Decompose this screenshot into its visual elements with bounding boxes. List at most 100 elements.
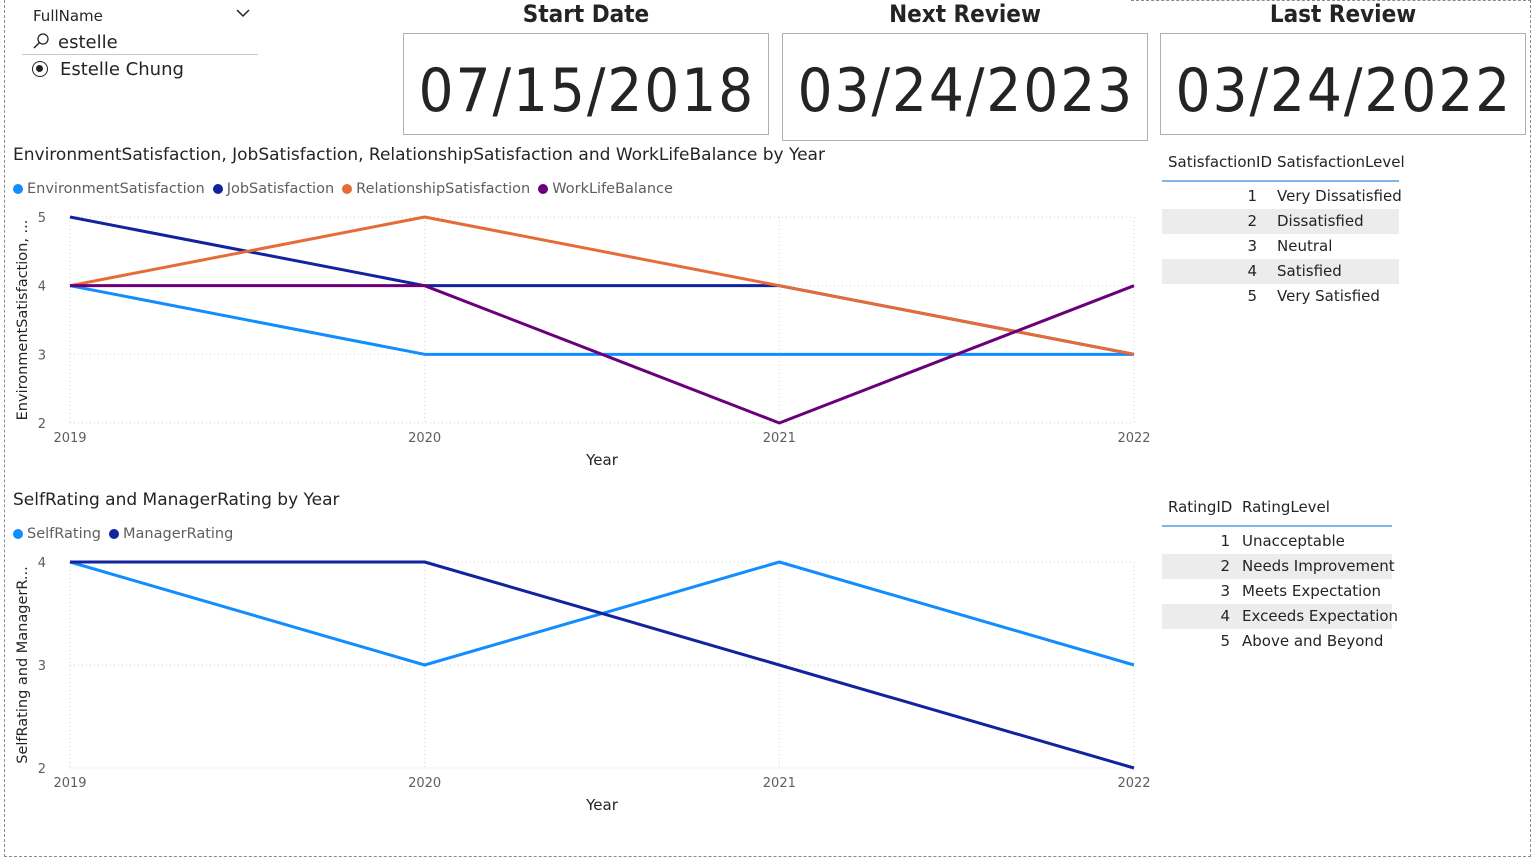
legend-item-environment[interactable]: EnvironmentSatisfaction — [13, 181, 205, 197]
table-row: 4 Exceeds Expectation — [1162, 604, 1398, 629]
x-tick-label: 2020 — [408, 776, 441, 791]
series-line-EnvironmentSatisfaction — [69, 284, 1134, 356]
report-canvas-border-top — [1131, 0, 1531, 1]
cell-id: 3 — [1220, 582, 1230, 600]
satisfaction-chart-title: EnvironmentSatisfaction, JobSatisfaction… — [13, 145, 825, 165]
y-tick-label: 5 — [38, 211, 46, 226]
cell-id: 4 — [1220, 607, 1230, 625]
legend-dot-icon — [212, 184, 223, 194]
series-line-ManagerRating — [70, 560, 1135, 770]
chevron-down-icon[interactable] — [236, 8, 250, 18]
table-row: 4 Satisfied — [1162, 259, 1399, 284]
table-row: 2 Dissatisfied — [1162, 209, 1399, 234]
legend-label: JobSatisfaction — [226, 181, 335, 197]
slicer-option-label: Estelle Chung — [60, 59, 184, 80]
legend-dot-icon — [342, 184, 353, 194]
x-tick-label: 2020 — [408, 431, 441, 446]
cell-id: 3 — [1247, 237, 1257, 255]
cell-level: Neutral — [1277, 237, 1333, 255]
y-tick-label: 4 — [38, 280, 46, 295]
search-input[interactable]: estelle — [58, 32, 118, 53]
cell-id: 2 — [1220, 557, 1230, 575]
y-tick-label: 2 — [38, 762, 46, 777]
cell-level: Above and Beyond — [1242, 632, 1384, 650]
legend-item-managerrating[interactable]: ManagerRating — [109, 526, 233, 542]
x-tick-label: 2019 — [53, 431, 86, 446]
x-axis-title: Year — [585, 796, 619, 814]
rating-line-chart[interactable]: 2 3 4 2019 2020 2021 2022 Year SelfRating and Ma… — [0, 545, 1160, 825]
cell-level: Exceeds Expectation — [1242, 607, 1399, 625]
slicer-title: FullName — [33, 7, 103, 25]
table-header: SatisfactionID SatisfactionLevel — [1162, 150, 1405, 182]
legend-dot-icon — [13, 184, 23, 194]
radio-selected-icon[interactable] — [32, 61, 48, 77]
series-line-RelationshipSatisfaction — [69, 215, 1135, 356]
last-review-title: Last Review — [1269, 0, 1417, 28]
cell-id: 2 — [1247, 212, 1257, 230]
x-tick-label: 2019 — [53, 776, 86, 791]
cell-level: Satisfied — [1277, 262, 1342, 280]
y-axis-title: EnvironmentSatisfaction, ... — [15, 220, 31, 421]
cell-id: 5 — [1247, 287, 1257, 305]
fullname-slicer[interactable]: FullName estelle Estelle Chung — [22, 4, 258, 84]
series-line-WorkLifeBalance — [70, 284, 1135, 425]
x-tick-label: 2022 — [1117, 431, 1150, 446]
x-tick-label: 2022 — [1117, 776, 1150, 791]
start-date-value: 07/15/2018 — [418, 56, 756, 126]
rating-chart-title: SelfRating and ManagerRating by Year — [13, 490, 340, 510]
legend-item-worklife[interactable]: WorkLifeBalance — [538, 181, 673, 197]
y-tick-label: 3 — [38, 348, 46, 363]
legend-label: SelfRating — [27, 526, 102, 542]
table-row: 2 Needs Improvement — [1162, 554, 1395, 579]
table-row: 5 Very Satisfied — [1162, 284, 1399, 309]
x-tick-label: 2021 — [763, 776, 796, 791]
start-date-title: Start Date — [522, 0, 650, 28]
cell-id: 1 — [1220, 532, 1230, 550]
legend-label: RelationshipSatisfaction — [356, 181, 531, 197]
start-date-card[interactable]: 07/15/2018 — [403, 33, 769, 135]
next-review-title: Next Review — [889, 0, 1041, 28]
last-review-card[interactable]: 03/24/2022 — [1160, 33, 1526, 135]
legend-label: EnvironmentSatisfaction — [27, 181, 205, 197]
y-tick-label: 2 — [38, 417, 46, 432]
next-review-value: 03/24/2023 — [797, 56, 1135, 126]
search-icon — [33, 33, 49, 49]
column-header-level[interactable]: SatisfactionLevel — [1277, 153, 1405, 171]
legend-dot-icon — [538, 184, 549, 194]
legend-dot-icon — [13, 529, 23, 539]
satisfaction-chart-legend: EnvironmentSatisfaction JobSatisfaction … — [13, 181, 673, 197]
legend-item-relationship[interactable]: RelationshipSatisfaction — [342, 181, 530, 197]
satisfaction-line-chart[interactable]: 2 3 4 5 2019 2020 2021 2022 Year EnvironmentSatis… — [0, 200, 1160, 480]
column-header-level[interactable]: RatingLevel — [1242, 498, 1330, 516]
cell-level: Needs Improvement — [1242, 557, 1395, 575]
column-header-id[interactable]: RatingID — [1168, 498, 1233, 516]
cell-level: Very Satisfied — [1277, 287, 1380, 305]
table-row: 1 Unacceptable — [1162, 529, 1392, 554]
rating-chart-legend: SelfRating ManagerRating — [13, 526, 233, 542]
satisfaction-table: SatisfactionID SatisfactionLevel 1 Very … — [1162, 150, 1405, 310]
x-tick-label: 2021 — [763, 431, 796, 446]
cell-level: Unacceptable — [1242, 532, 1345, 550]
legend-item-selfrating[interactable]: SelfRating — [13, 526, 101, 542]
cell-level: Dissatisfied — [1277, 212, 1364, 230]
cell-level: Very Dissatisfied — [1277, 187, 1402, 205]
cell-id: 5 — [1220, 632, 1230, 650]
cell-id: 1 — [1247, 187, 1257, 205]
table-row: 1 Very Dissatisfied — [1162, 184, 1402, 209]
table-row: 3 Neutral — [1162, 234, 1399, 259]
x-axis-title: Year — [585, 451, 619, 469]
column-header-id[interactable]: SatisfactionID — [1168, 153, 1273, 171]
legend-label: WorkLifeBalance — [552, 181, 673, 197]
cell-level: Meets Expectation — [1242, 582, 1382, 600]
report-canvas-border — [4, 0, 1531, 857]
y-tick-label: 4 — [38, 556, 46, 571]
legend-item-job[interactable]: JobSatisfaction — [212, 181, 335, 197]
table-row: 5 Above and Beyond — [1162, 629, 1392, 654]
last-review-value: 03/24/2022 — [1175, 56, 1513, 126]
next-review-card[interactable]: 03/24/2023 — [782, 33, 1148, 141]
legend-label: ManagerRating — [123, 526, 234, 542]
y-axis-title: SelfRating and ManagerR... — [15, 566, 31, 763]
table-row: 3 Meets Expectation — [1162, 579, 1392, 604]
y-tick-label: 3 — [38, 659, 46, 674]
slicer-search-box[interactable]: estelle — [22, 30, 258, 55]
